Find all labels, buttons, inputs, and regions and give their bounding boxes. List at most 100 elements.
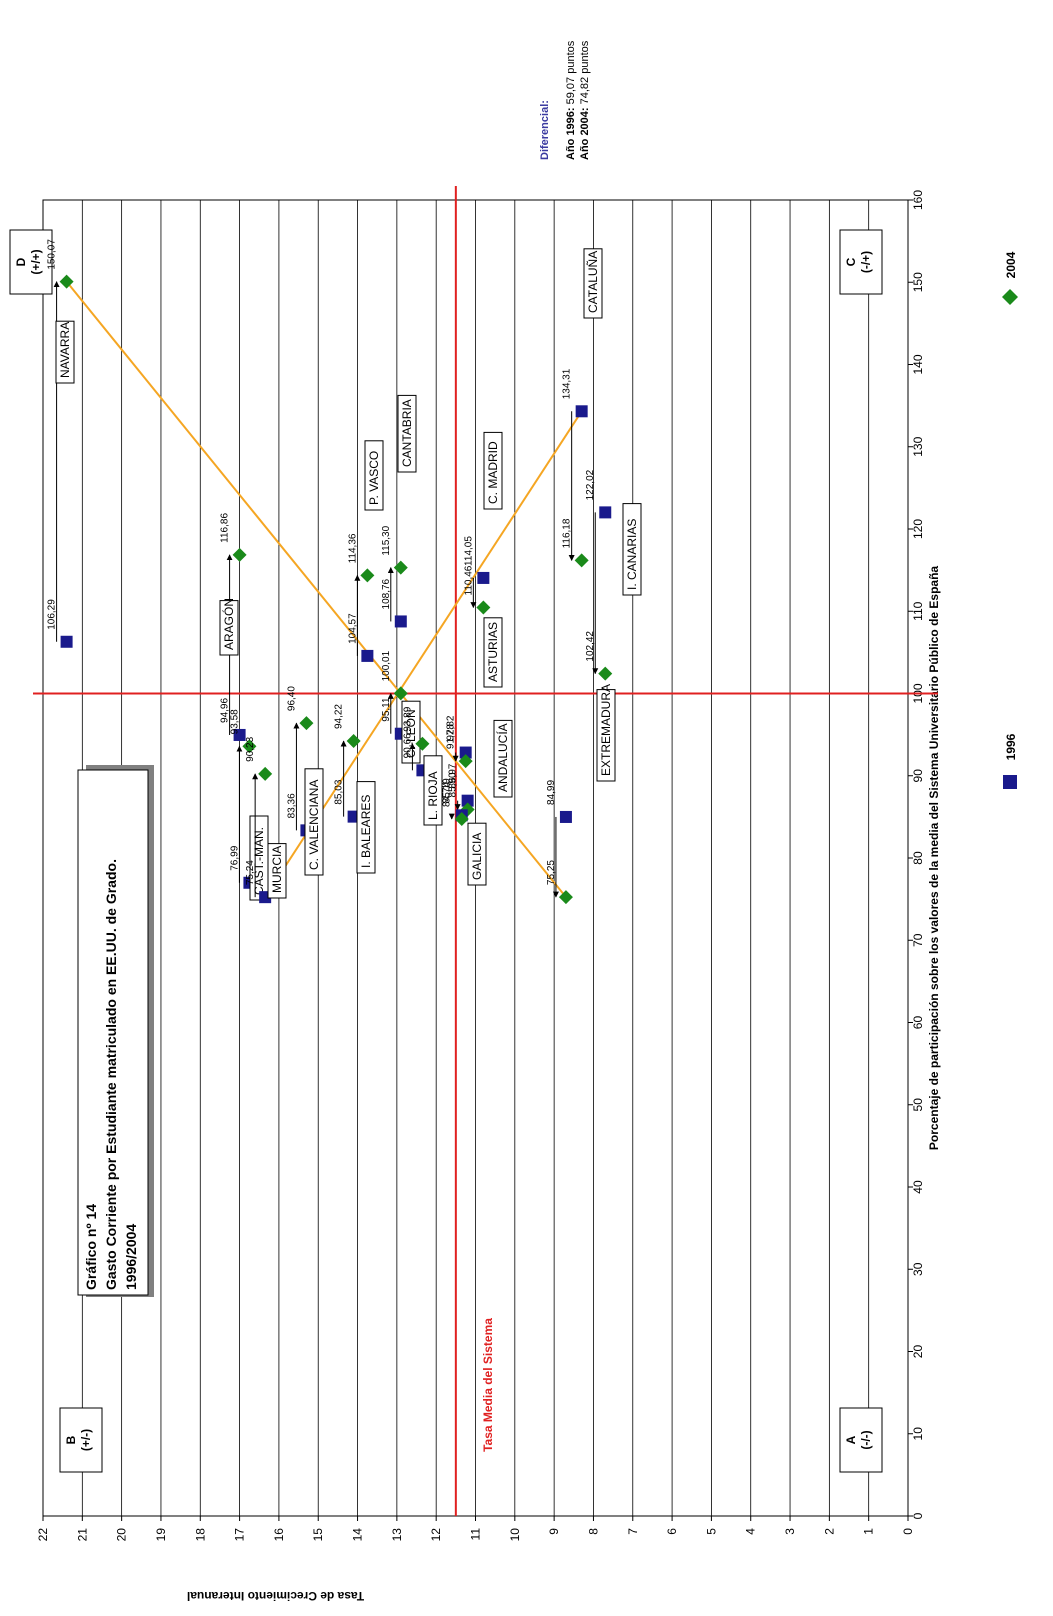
diferencial-year: Año 2004:	[579, 107, 591, 160]
region-name-box	[596, 689, 616, 782]
marker-2004	[393, 560, 408, 575]
marker-2004	[598, 666, 613, 681]
marker-2004	[346, 734, 361, 749]
marker-2004	[258, 766, 273, 781]
diferencial-heading: Diferencial:	[539, 100, 551, 160]
region-name: L. RIOJA	[426, 771, 440, 820]
data-label-2004: 85,90	[448, 772, 459, 797]
diferencial-line: Año 2004: 74,82 puntos	[579, 40, 591, 160]
region-name-box	[304, 768, 324, 876]
data-label-2004: 93,58	[229, 709, 240, 734]
region-label: CAST.-MAN.	[249, 815, 269, 901]
region-name: ANDALUCÍA	[495, 723, 510, 792]
quadrant-letter: D	[14, 257, 28, 266]
x-tick-label: 130	[911, 436, 925, 456]
y-tick-label: 7	[626, 1528, 640, 1535]
region-label: ANDALUCÍA	[493, 719, 513, 798]
x-tick-label: 40	[911, 1180, 925, 1194]
x-tick-label: 20	[911, 1345, 925, 1359]
region-label: I. CANARIAS	[622, 503, 642, 596]
x-tick-label: 150	[911, 272, 925, 292]
x-tick-label: 70	[911, 933, 925, 947]
marker-2004	[454, 812, 469, 827]
marker-2004	[458, 754, 473, 769]
region-name: ARAGÓN	[221, 598, 236, 650]
data-label-1996: 83,36	[286, 793, 297, 818]
region-name-box	[493, 719, 513, 798]
marker-2004	[476, 600, 491, 615]
data-label-1996: 95,11	[381, 697, 392, 722]
y-tick-label: 0	[901, 1528, 915, 1535]
legend-marker-2004	[1002, 289, 1018, 305]
region-name: P. VASCO	[367, 451, 381, 505]
y-tick-label: 19	[154, 1528, 168, 1542]
region-name: EXTREMADURA	[599, 684, 613, 776]
data-label-2004: 150,07	[47, 239, 58, 270]
marker-2004	[574, 553, 589, 568]
data-label-2004: 93,89	[402, 706, 413, 731]
marker-1996	[394, 615, 407, 628]
data-label-2004: 100,01	[381, 650, 392, 681]
quadrant-letter: A	[844, 1435, 858, 1444]
marker-1996	[60, 635, 73, 648]
marker-1996	[459, 746, 472, 759]
region-name: I. BALEARES	[359, 795, 373, 868]
marker-1996	[233, 728, 246, 741]
marker-1996	[575, 405, 588, 418]
region-label: NAVARRA	[55, 320, 75, 384]
data-label-1996: 76,99	[229, 845, 240, 870]
region-name-box	[364, 440, 384, 511]
marker-2004	[393, 686, 408, 701]
region-label: C. VALENCIANA	[304, 768, 324, 876]
x-tick-label: 60	[911, 1016, 925, 1030]
region-label: C. MADRID	[483, 431, 503, 510]
chart-title-line: Gráfico nº 14	[83, 1204, 99, 1290]
quadrant-box	[839, 229, 883, 295]
marker-2004	[360, 568, 375, 583]
region-label: ARAGÓN	[219, 598, 239, 656]
quadrant-letter: C	[844, 257, 858, 266]
data-label-2004: 115,30	[381, 525, 392, 555]
x-tick-label: 80	[911, 851, 925, 865]
data-label-1996: 75,24	[245, 860, 256, 885]
region-name-box	[267, 843, 287, 899]
y-tick-label: 3	[783, 1528, 797, 1535]
trend-line	[65, 281, 567, 898]
quadrant-letter: B	[64, 1435, 78, 1444]
title-box	[77, 769, 149, 1296]
data-label-2004: 116,18	[562, 518, 573, 548]
y-tick-label: 6	[665, 1528, 679, 1535]
y-tick-label: 9	[547, 1528, 561, 1535]
quadrant-sign: (-/-)	[859, 1430, 873, 1449]
region-name-box	[401, 700, 421, 764]
region-name-box	[467, 822, 487, 886]
y-tick-label: 8	[586, 1528, 600, 1535]
y-tick-label: 12	[429, 1528, 443, 1542]
marker-2004	[558, 890, 573, 905]
x-tick-label: 30	[911, 1262, 925, 1276]
marker-1996	[559, 810, 572, 823]
region-name: CANTABRIA	[400, 399, 414, 467]
marker-2004	[415, 736, 430, 751]
data-label-1996: 106,29	[47, 599, 58, 630]
y-tick-label: 10	[508, 1528, 522, 1542]
region-label: CANTABRIA	[397, 394, 417, 473]
region-name-box	[356, 781, 376, 874]
legend-label-1996: 1996	[1004, 733, 1018, 760]
x-tick-label: 160	[911, 190, 925, 210]
chart-title-line: 1996/2004	[123, 1224, 139, 1290]
region-label: MURCIA	[267, 843, 287, 899]
x-tick-label: 50	[911, 1098, 925, 1112]
data-label-1996: 85,03	[334, 779, 345, 804]
quadrant-sign: (+/+)	[29, 249, 43, 274]
region-label: CATALUÑA	[583, 248, 603, 319]
marker-2004	[299, 716, 314, 731]
region-name-box	[397, 394, 417, 473]
y-tick-label: 5	[704, 1528, 718, 1535]
region-name: NAVARRA	[58, 322, 72, 378]
quadrant-box	[9, 229, 53, 295]
region-name: GALICIA	[470, 833, 484, 880]
reference-line-label: Tasa Media del Sistema	[481, 1318, 495, 1452]
data-label-2004: 90,23	[245, 736, 256, 761]
